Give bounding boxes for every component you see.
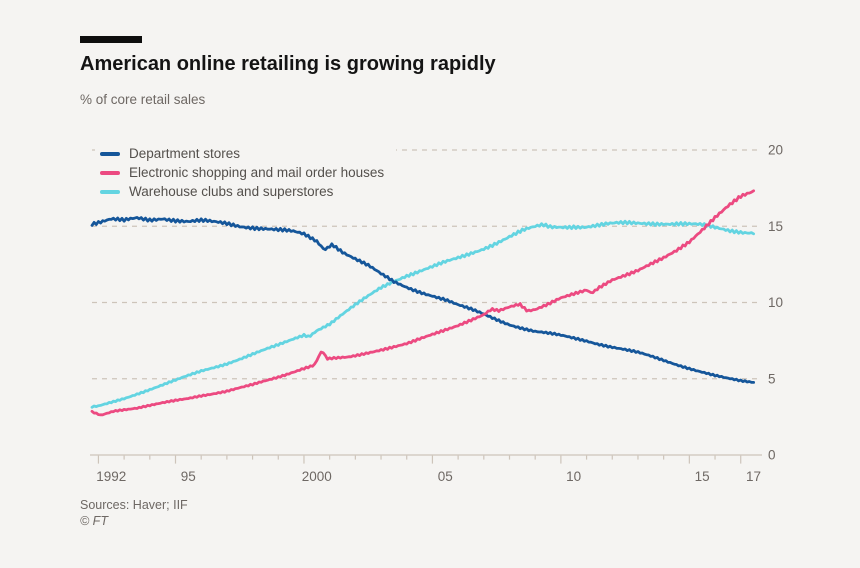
svg-text:20: 20 (768, 143, 783, 158)
legend-item-electronic-shopping: Electronic shopping and mail order house… (100, 163, 384, 182)
svg-text:0: 0 (768, 448, 776, 463)
accent-bar (80, 36, 142, 43)
legend-item-warehouse-clubs: Warehouse clubs and superstores (100, 182, 384, 201)
svg-text:5: 5 (768, 371, 776, 386)
svg-text:2000: 2000 (302, 469, 332, 484)
legend-swatch-electronic-shopping (100, 170, 120, 175)
svg-text:15: 15 (768, 219, 783, 234)
chart-title: American online retailing is growing rap… (80, 53, 496, 75)
ft-copyright: © FT (80, 514, 108, 528)
legend-label: Department stores (129, 146, 241, 161)
svg-text:15: 15 (695, 469, 710, 484)
legend: Department stores Electronic shopping an… (95, 142, 397, 204)
svg-text:05: 05 (438, 469, 453, 484)
legend-label: Warehouse clubs and superstores (129, 184, 334, 199)
legend-label: Electronic shopping and mail order house… (129, 165, 385, 180)
svg-text:10: 10 (768, 295, 783, 310)
svg-text:17: 17 (746, 469, 761, 484)
svg-text:1992: 1992 (96, 469, 126, 484)
legend-swatch-warehouse-clubs (100, 189, 120, 194)
legend-swatch-department-stores (100, 151, 120, 156)
chart-subtitle: % of core retail sales (80, 92, 206, 107)
legend-item-department-stores: Department stores (100, 144, 384, 163)
source-note: Sources: Haver; IIF © FT (80, 497, 188, 529)
sources-line: Sources: Haver; IIF (80, 498, 188, 512)
svg-text:95: 95 (181, 469, 196, 484)
svg-text:10: 10 (566, 469, 581, 484)
